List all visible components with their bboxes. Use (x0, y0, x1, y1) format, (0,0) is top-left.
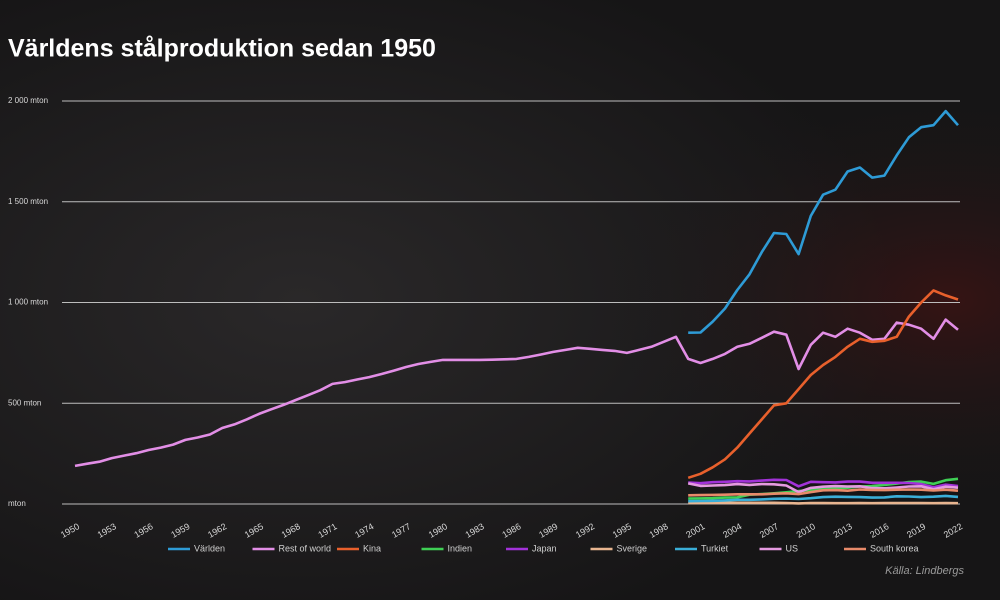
series-line (688, 109, 959, 334)
y-tick-label: 2 000 mton (8, 96, 48, 105)
legend-label: Turkiet (701, 543, 729, 553)
legend-label: Kina (363, 543, 381, 553)
legend-label: Indien (448, 543, 473, 553)
source-note: Källa: Lindbergs (885, 565, 964, 577)
series-line (687, 482, 959, 494)
chart-title: Världens stålproduktion sedan 1950 (8, 35, 436, 63)
series-line (688, 501, 959, 505)
legend-label: US (786, 543, 799, 553)
y-tick-label: 500 mton (8, 398, 41, 407)
series-line (688, 488, 959, 497)
legend-label: Sverige (617, 543, 648, 553)
legend-label: Rest of world (279, 543, 332, 553)
y-tick-label: mton (8, 499, 26, 508)
y-tick-label: 1 000 mton (8, 298, 48, 307)
series-line (688, 478, 959, 489)
series-line (74, 318, 959, 468)
series-line (687, 289, 959, 480)
series-line (688, 494, 959, 503)
y-tick-label: 1 500 mton (8, 197, 48, 206)
legend-label: Japan (532, 543, 557, 553)
legend-label: Världen (194, 543, 225, 553)
legend-label: South korea (870, 543, 919, 553)
